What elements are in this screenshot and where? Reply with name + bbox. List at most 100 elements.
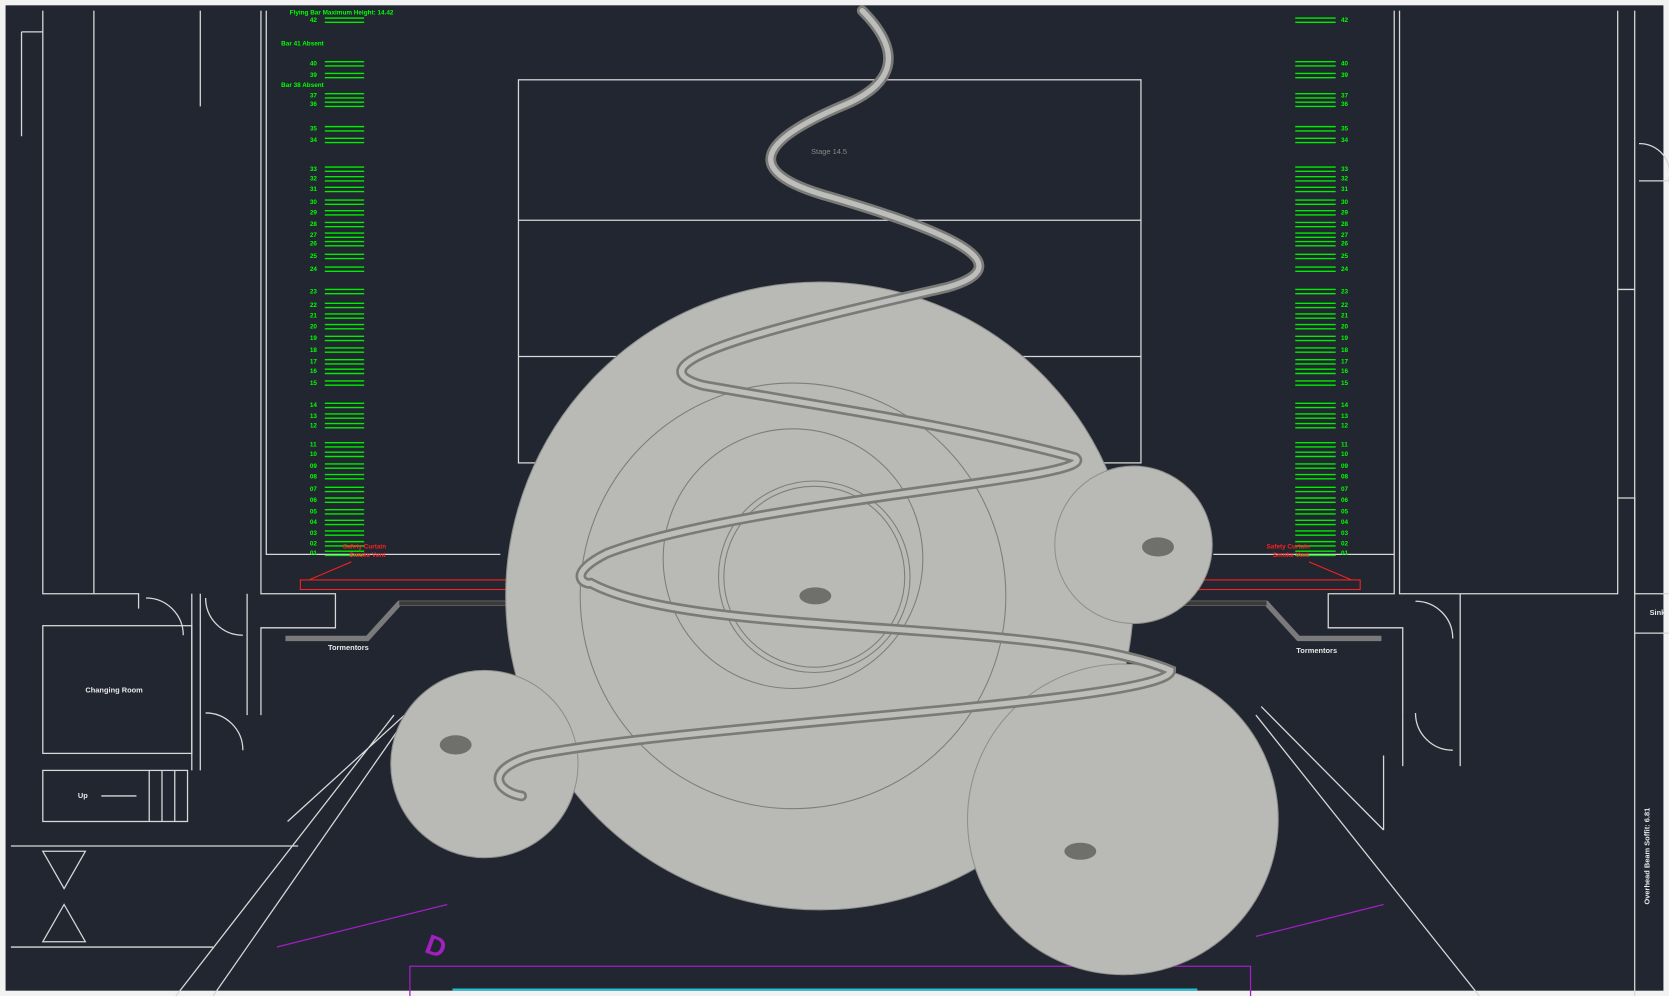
flying-bar — [1295, 473, 1336, 480]
figure — [1064, 842, 1097, 860]
flying-bar — [1295, 61, 1336, 67]
bar-number: 29 — [310, 210, 318, 217]
flying-bar — [1295, 335, 1336, 342]
flying-bar — [324, 125, 365, 132]
flying-bar — [324, 380, 365, 386]
bar-number: 01 — [1341, 550, 1349, 557]
flying-bar — [324, 473, 365, 480]
bar-number: 24 — [1341, 266, 1349, 273]
bar-number: 37 — [310, 92, 318, 99]
flying-bar — [324, 92, 365, 99]
bar-number: 36 — [310, 101, 318, 108]
wall — [20, 10, 501, 716]
flying-bar — [324, 323, 365, 330]
bar-number: 07 — [1341, 486, 1349, 493]
flying-bar — [1295, 402, 1336, 409]
leader — [308, 561, 1352, 581]
bar-number: 32 — [1341, 175, 1349, 182]
bar-number: 22 — [1341, 302, 1349, 309]
bar-number: 32 — [310, 175, 318, 182]
flying-bar — [1295, 92, 1336, 99]
stair-tread — [101, 770, 176, 822]
flying-bar — [1295, 441, 1336, 448]
bar-number: 12 — [1341, 422, 1349, 429]
flying-bar — [1295, 540, 1336, 547]
bar-number: 19 — [1341, 335, 1349, 342]
bar-number: 39 — [310, 72, 318, 79]
bar-number: 10 — [1341, 451, 1349, 458]
flying-bar — [1295, 509, 1336, 515]
bar-number: 24 — [310, 266, 318, 273]
flying-bar — [324, 101, 365, 108]
sink-label: Sink — [1650, 608, 1667, 617]
bar-number: 12 — [310, 422, 318, 429]
flying-bar — [1295, 347, 1336, 353]
bar-number: 19 — [310, 335, 318, 342]
stair-label: Up — [78, 791, 88, 800]
bar-number: 28 — [310, 221, 318, 228]
flying-bar — [1295, 72, 1336, 79]
bar-number: 34 — [310, 137, 318, 144]
bar-number: 25 — [310, 253, 318, 260]
bar-number: 31 — [310, 186, 318, 193]
bar-number: 26 — [1341, 240, 1349, 247]
flying-bar — [1295, 380, 1336, 386]
flying-bar — [324, 72, 365, 79]
curtain-label: Safety Curtain — [1267, 544, 1310, 551]
bar-number: 08 — [310, 473, 318, 480]
flying-bar — [1295, 519, 1336, 526]
bar-number: 25 — [1341, 253, 1349, 260]
wall — [1255, 593, 1480, 996]
ring — [579, 382, 1007, 810]
bar-number: 13 — [1341, 413, 1349, 420]
flying-bar — [324, 486, 365, 493]
flying-bar — [324, 441, 365, 448]
bar-number: 11 — [1341, 441, 1348, 448]
bar-number: 01 — [310, 550, 318, 557]
bar-number: 23 — [310, 288, 318, 295]
bar-number: 39 — [1341, 72, 1349, 79]
tormentors-label: Tormentors — [328, 643, 369, 652]
bar-number: 03 — [310, 530, 318, 537]
flying-bar — [324, 519, 365, 526]
bar-number: 18 — [310, 347, 318, 354]
flying-bar — [1295, 288, 1336, 295]
flying-bar — [324, 413, 365, 419]
bar-number: 35 — [310, 125, 318, 132]
bar-number: 27 — [310, 232, 318, 239]
flying-bar — [1295, 232, 1336, 238]
bar-number: 23 — [1341, 288, 1349, 295]
seating-outline — [276, 903, 1384, 996]
flying-bar — [1295, 368, 1336, 375]
bar-number: 35 — [1341, 125, 1349, 132]
bar-number: 18 — [1341, 347, 1349, 354]
flying-bar — [1295, 199, 1336, 205]
flying-bar — [324, 137, 365, 144]
bar-number: 06 — [1341, 497, 1349, 504]
bar-number: 21 — [1341, 313, 1349, 320]
bar-number: 14 — [1341, 402, 1349, 409]
bar-number: 20 — [310, 323, 318, 330]
helix — [496, 7, 1174, 799]
flying-bar — [324, 509, 365, 515]
flying-bar — [1295, 253, 1336, 260]
tormentors-label: Tormentors — [1296, 646, 1337, 655]
flying-bar — [1295, 313, 1336, 319]
figure — [799, 587, 832, 605]
bar-number: 37 — [1341, 92, 1349, 99]
flying-bar — [324, 221, 365, 228]
flying-bar — [1295, 323, 1336, 330]
flying-bar — [324, 199, 365, 205]
small-disc — [1054, 465, 1213, 625]
bar-number: 09 — [310, 463, 318, 470]
bar-number: 04 — [1341, 519, 1349, 526]
bar-number: 30 — [1341, 199, 1349, 206]
flying-bar — [324, 232, 365, 238]
flying-bar — [1295, 186, 1336, 193]
flying-bar — [1295, 125, 1336, 132]
ring — [717, 480, 911, 674]
bar-number: 17 — [1341, 358, 1349, 365]
door — [41, 597, 244, 943]
